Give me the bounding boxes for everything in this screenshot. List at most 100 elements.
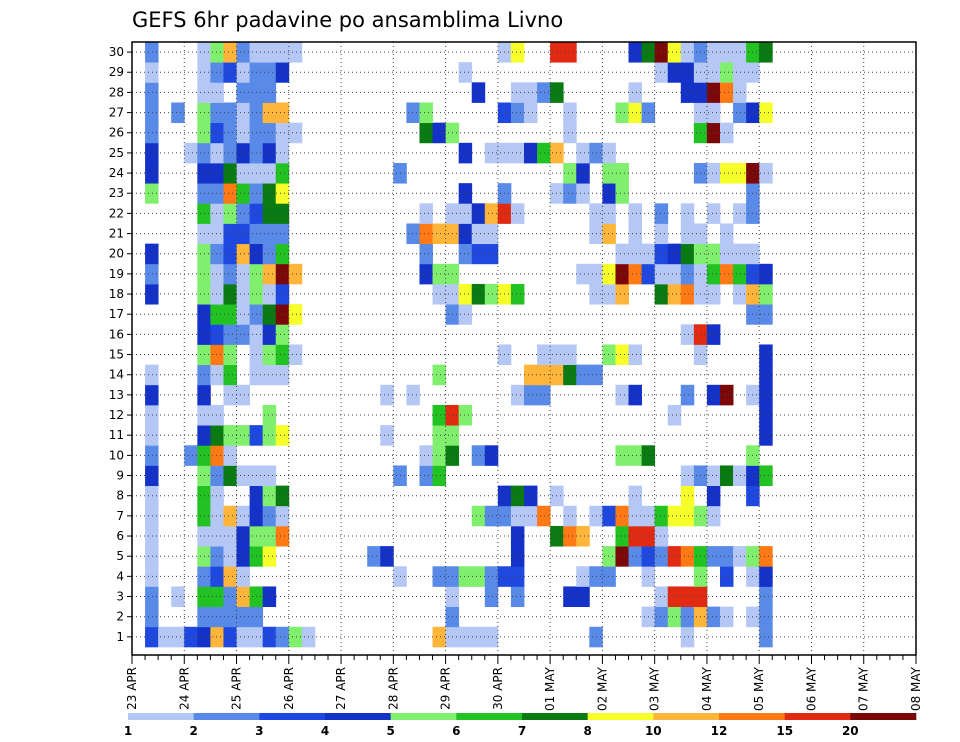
heatmap-cell (680, 546, 695, 567)
heatmap-cell (288, 344, 303, 366)
heatmap-cell (432, 626, 446, 648)
heatmap-cell (145, 465, 159, 487)
heatmap-cell (563, 102, 577, 124)
heatmap-cell (210, 505, 224, 527)
heatmap-cell (720, 82, 734, 103)
heatmap-cell (236, 42, 250, 63)
heatmap-cell (706, 42, 721, 63)
heatmap-cell (262, 283, 277, 305)
heatmap-cell (432, 364, 446, 386)
heatmap-cell (706, 384, 721, 406)
y-tick-label: 11 (109, 428, 124, 442)
heatmap-cell (602, 183, 616, 204)
heatmap-cell (458, 183, 473, 204)
heatmap-cell (680, 243, 695, 265)
heatmap-cell (615, 525, 629, 547)
heatmap-cell (628, 384, 642, 406)
heatmap-cell (145, 142, 159, 164)
heatmap-cell (759, 404, 773, 426)
heatmap-cell (223, 425, 237, 446)
heatmap-cell (484, 566, 499, 587)
heatmap-cell (759, 364, 773, 386)
heatmap-cell (759, 606, 773, 628)
heatmap-cell (602, 223, 616, 245)
x-tick-label: 24 APR (177, 667, 191, 710)
heatmap-cell (223, 162, 237, 184)
heatmap-cell (576, 142, 590, 164)
heatmap-cell (275, 203, 290, 224)
heatmap-cell (262, 344, 277, 366)
heatmap-cell (223, 243, 237, 265)
heatmap-cell (223, 505, 237, 527)
heatmap-cell (210, 42, 224, 63)
x-tick-label: 04 MAY (700, 666, 714, 711)
heatmap-cell (667, 263, 682, 285)
heatmap-cell (419, 445, 433, 466)
chart-title: GEFS 6hr padavine po ansamblima Livno (132, 8, 563, 32)
legend-tick-label: 6 (452, 724, 460, 738)
heatmap-cell (628, 344, 642, 366)
heatmap-cell (680, 606, 695, 628)
heatmap-cell (510, 566, 525, 587)
heatmap-cell (288, 122, 303, 144)
heatmap-cell (759, 626, 773, 648)
heatmap-cell (223, 183, 237, 204)
heatmap-cell (524, 142, 538, 164)
heatmap-cell (524, 82, 538, 103)
heatmap-cell (419, 203, 433, 224)
heatmap-cell (602, 142, 616, 164)
legend-tick-label: 8 (584, 724, 592, 738)
heatmap-cell (406, 102, 420, 124)
heatmap-cell (184, 142, 198, 164)
x-tick-label: 27 APR (334, 667, 348, 710)
heatmap-cell (667, 283, 682, 305)
heatmap-cell (576, 586, 590, 607)
y-tick-label: 16 (109, 327, 124, 341)
heatmap-cell (471, 283, 486, 305)
heatmap-cell (654, 505, 669, 527)
heatmap-cell (510, 525, 525, 547)
heatmap-cell (680, 384, 695, 406)
heatmap-cell (223, 62, 237, 83)
heatmap-cell (236, 223, 250, 245)
y-axis-member-ticks: 1234567891011121314151617181920212223242… (109, 45, 132, 644)
heatmap-cell (602, 566, 616, 587)
heatmap-cell (236, 586, 250, 607)
heatmap-cell (733, 546, 747, 567)
heatmap-cell (236, 566, 250, 587)
heatmap-cell (223, 304, 237, 325)
legend-tick-label: 4 (321, 724, 329, 738)
heatmap-cell (733, 162, 747, 184)
heatmap-cell (223, 203, 237, 224)
heatmap-cell (720, 42, 734, 63)
heatmap-cell (275, 263, 290, 285)
heatmap-cell (275, 102, 290, 124)
y-tick-label: 14 (109, 368, 124, 382)
heatmap-cell (524, 384, 538, 406)
heatmap-cell (210, 465, 224, 487)
heatmap-cell (458, 223, 473, 245)
heatmap-cell (680, 324, 695, 345)
heatmap-cell (733, 82, 747, 103)
heatmap-cell (706, 606, 721, 628)
heatmap-cell (458, 304, 473, 325)
y-tick-label: 17 (109, 307, 124, 321)
x-tick-label: 28 APR (386, 667, 400, 710)
heatmap-cell (145, 42, 159, 63)
heatmap-cell (406, 223, 420, 245)
x-tick-label: 03 MAY (648, 666, 662, 711)
heatmap-cell (223, 364, 237, 386)
legend-tick-label: 1 (124, 724, 132, 738)
x-tick-label: 07 MAY (857, 666, 871, 711)
x-tick-label: 01 MAY (543, 666, 557, 711)
heatmap-cell (145, 122, 159, 144)
heatmap-cell (262, 304, 277, 325)
heatmap-cell (654, 525, 669, 547)
heatmap-cell (432, 425, 446, 446)
heatmap-cell (406, 384, 420, 406)
heatmap-cell (236, 606, 250, 628)
heatmap-cell (720, 606, 734, 628)
heatmap-cell (602, 203, 616, 224)
heatmap-cell (733, 263, 747, 285)
legend-swatch (587, 713, 654, 720)
